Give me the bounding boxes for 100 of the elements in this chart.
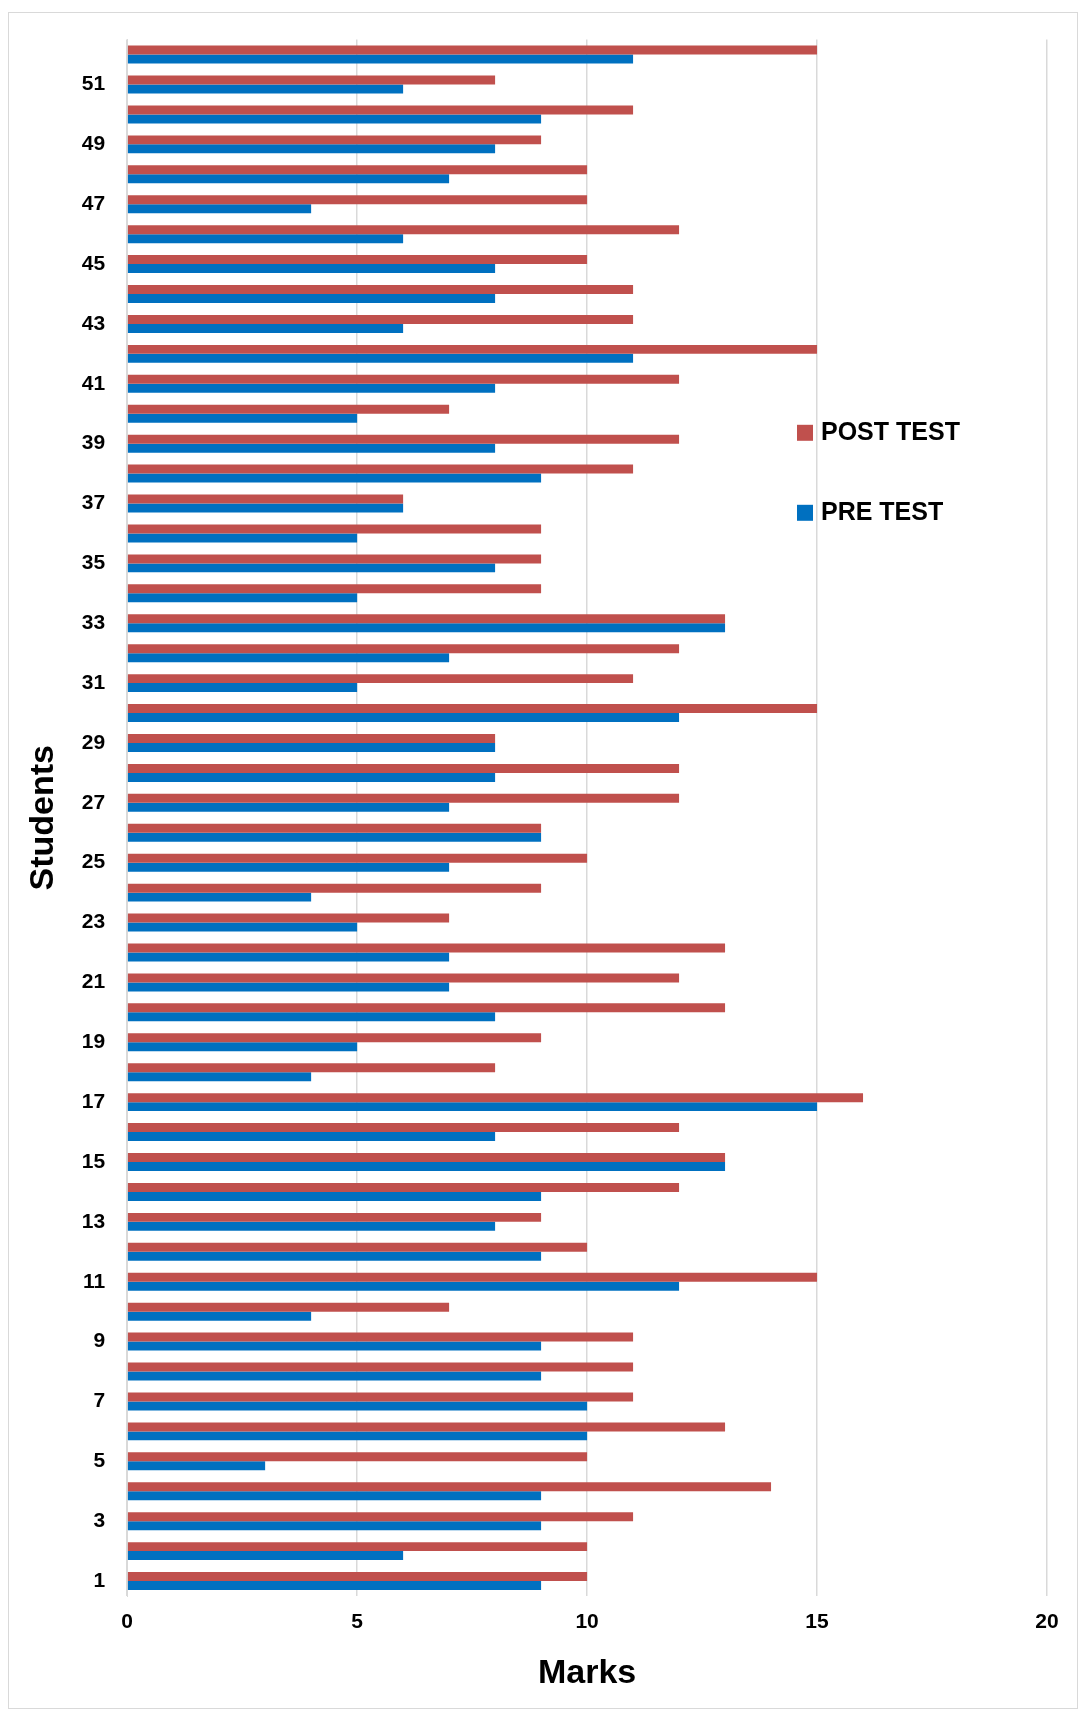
bar xyxy=(127,713,680,723)
bar xyxy=(127,374,680,384)
bar xyxy=(127,1132,496,1142)
bar xyxy=(127,195,588,205)
bar xyxy=(127,1392,634,1402)
y-tick-label: 19 xyxy=(81,1029,106,1053)
bar xyxy=(127,1281,680,1291)
bar xyxy=(127,1123,680,1133)
bar xyxy=(127,84,404,94)
bar xyxy=(127,823,542,833)
y-tick-label: 43 xyxy=(81,310,106,334)
bar xyxy=(127,1251,542,1261)
bar xyxy=(127,793,680,803)
bar xyxy=(127,204,312,214)
bar xyxy=(127,1302,450,1312)
bar xyxy=(127,1242,588,1252)
bar xyxy=(127,1572,588,1582)
bar xyxy=(127,1311,312,1321)
bar xyxy=(127,503,404,513)
bar xyxy=(127,593,358,603)
bar xyxy=(127,323,404,333)
bar xyxy=(127,853,588,863)
y-tick-label: 15 xyxy=(81,1148,106,1172)
bar xyxy=(127,1362,634,1372)
y-tick-label: 33 xyxy=(81,610,106,634)
legend-label: PRE TEST xyxy=(821,496,944,525)
bar xyxy=(127,1042,358,1052)
bar xyxy=(127,1341,542,1351)
bar xyxy=(127,913,450,923)
y-tick-label: 29 xyxy=(81,729,106,753)
bar xyxy=(127,473,542,483)
bar xyxy=(127,1512,634,1522)
bar xyxy=(127,1551,404,1561)
bar xyxy=(127,1162,726,1171)
bar xyxy=(127,1581,542,1591)
bar xyxy=(127,952,450,962)
y-tick-label: 49 xyxy=(81,131,106,155)
y-tick-label: 9 xyxy=(93,1328,106,1352)
bar xyxy=(127,1093,864,1103)
bar xyxy=(127,165,588,175)
x-axis-title: Marks xyxy=(537,1651,637,1690)
bar xyxy=(127,644,680,654)
bar xyxy=(127,674,634,684)
bar xyxy=(127,1063,496,1073)
bar xyxy=(127,1542,588,1552)
y-tick-label: 13 xyxy=(81,1208,106,1232)
bar xyxy=(127,623,726,633)
bar xyxy=(127,285,634,295)
x-tick-label: 0 xyxy=(121,1609,133,1633)
bar xyxy=(127,802,450,812)
y-tick-label: 25 xyxy=(81,849,106,873)
bar xyxy=(127,1221,496,1231)
bar xyxy=(127,1401,588,1411)
bar xyxy=(127,832,542,842)
bar xyxy=(127,1491,542,1501)
bar xyxy=(127,1033,542,1043)
y-tick-label: 3 xyxy=(93,1507,106,1531)
bar xyxy=(127,704,818,714)
y-tick-label: 45 xyxy=(81,250,106,274)
y-tick-label: 23 xyxy=(81,909,106,933)
bar xyxy=(127,982,450,992)
bar xyxy=(127,45,818,55)
y-tick-label: 27 xyxy=(81,789,106,813)
bar xyxy=(127,1191,542,1201)
bar xyxy=(127,1332,634,1342)
bar xyxy=(127,1461,266,1471)
bar xyxy=(127,1431,588,1441)
bar xyxy=(127,1422,726,1432)
bar xyxy=(127,294,496,303)
y-tick-label: 47 xyxy=(81,191,106,215)
y-tick-label: 17 xyxy=(81,1088,106,1112)
x-tick-label: 15 xyxy=(805,1609,830,1633)
bar xyxy=(127,563,496,573)
bar xyxy=(127,264,496,274)
bar xyxy=(127,554,542,564)
y-tick-label: 7 xyxy=(93,1388,106,1412)
bar xyxy=(127,434,680,444)
bar xyxy=(127,344,818,354)
bar xyxy=(127,1003,726,1013)
bar xyxy=(127,443,496,453)
bar xyxy=(127,763,680,773)
bar xyxy=(127,135,542,145)
bar xyxy=(127,683,358,693)
bar xyxy=(127,314,634,324)
y-tick-label: 1 xyxy=(93,1567,106,1591)
y-tick-label: 31 xyxy=(81,669,106,693)
bar xyxy=(127,1012,496,1022)
bar xyxy=(127,614,726,624)
bar xyxy=(127,114,542,124)
bar xyxy=(127,225,680,235)
bar xyxy=(127,353,634,363)
bar xyxy=(127,973,680,983)
bar xyxy=(127,174,450,184)
bar xyxy=(127,494,404,504)
y-tick-label: 11 xyxy=(82,1268,106,1292)
bar xyxy=(127,862,450,872)
bar xyxy=(127,1212,542,1222)
bar xyxy=(127,524,542,534)
bar xyxy=(127,733,496,743)
bar xyxy=(127,1072,312,1082)
